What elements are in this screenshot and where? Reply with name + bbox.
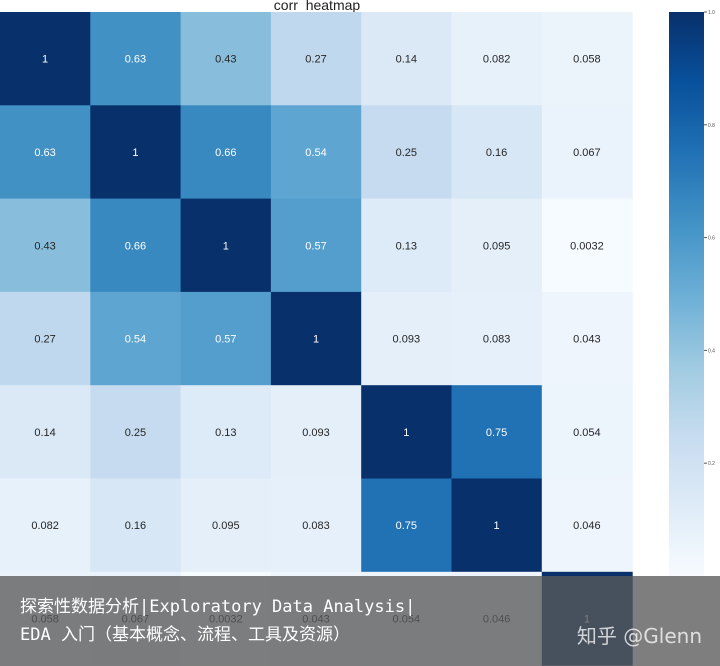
heatmap-cell-label: 0.082 [483,54,511,66]
heatmap-cell [90,198,182,293]
heatmap-cell [0,291,91,386]
heatmap-cell [90,105,182,200]
heatmap-cell-label: 0.095 [483,240,511,252]
heatmap-cell-label: 0.63 [125,54,146,66]
heatmap-cell [541,385,633,480]
heatmap-cell [451,385,543,480]
heatmap-cell [541,478,633,573]
heatmap-cell [361,105,453,200]
heatmap-cell-label: 0.43 [34,240,55,252]
heatmap-cell [361,385,453,480]
colorbar-tick-label: 0.4 [708,348,715,354]
heatmap-cell-label: 0.25 [125,427,146,439]
heatmap-cell-label: 0.54 [125,334,146,346]
heatmap-cell-label: 0.093 [302,427,330,439]
heatmap-cell-label: 1 [403,427,409,439]
article-title-line1: 探索性数据分析|Exploratory Data Analysis| [20,597,416,617]
heatmap-cell-label: 0.66 [215,147,236,159]
heatmap-cell-label: 1 [313,334,319,346]
heatmap-cell [451,198,543,293]
colorbar-tick-label: 0.8 [708,123,715,129]
heatmap-cell [270,291,362,386]
heatmap-cell [90,478,182,573]
heatmap-cell [0,105,91,200]
heatmap-cell-label: 0.54 [305,147,326,159]
heatmap-cell-label: 1 [132,147,138,159]
heatmap-cell-label: 0.43 [215,54,236,66]
article-title: 探索性数据分析|Exploratory Data Analysis| EDA 入… [20,593,415,649]
heatmap-cell-label: 0.27 [305,54,326,66]
heatmap-cell-label: 0.093 [393,334,421,346]
heatmap-cell [451,105,543,200]
heatmap-cell [270,105,362,200]
colorbar [669,12,704,576]
colorbar-tick-label: 1.0 [708,10,715,16]
heatmap-cell [541,105,633,200]
heatmap-cell-label: 0.082 [31,520,59,532]
heatmap-cell [0,385,91,480]
heatmap-cell [361,198,453,293]
heatmap-cell [270,385,362,480]
heatmap-cell-label: 1 [42,54,48,66]
heatmap-cell-label: 0.14 [34,427,55,439]
heatmap-cell [180,478,272,573]
chart-title: corr_heatmap [274,0,361,13]
heatmap-cell-label: 0.25 [396,147,417,159]
heatmap-cell [270,198,362,293]
heatmap-cell-label: 0.16 [125,520,146,532]
heatmap-cell-label: 0.75 [396,520,417,532]
heatmap-cell [361,291,453,386]
heatmap-cell [90,385,182,480]
heatmap-cell [0,478,91,573]
heatmap-cell-label: 0.63 [34,147,55,159]
heatmap-cell [180,105,272,200]
heatmap-cell [270,478,362,573]
heatmap-cell [361,12,453,106]
heatmap-cell [361,478,453,573]
heatmap-cell-label: 0.083 [483,334,511,346]
heatmap-cell-label: 1 [494,520,500,532]
zhihu-watermark: 知乎 @Glenn [576,624,702,648]
heatmap-cell-label: 0.57 [305,240,326,252]
heatmap-cell-label: 0.57 [215,334,236,346]
heatmap-cell [180,198,272,293]
heatmap-cell-label: 0.16 [486,147,507,159]
heatmap-cell [541,198,633,293]
heatmap-cell [0,12,91,106]
heatmap-cell-label: 0.067 [573,147,601,159]
heatmap-cell [90,291,182,386]
heatmap-cell-label: 0.27 [34,334,55,346]
heatmap-cell-label: 0.66 [125,240,146,252]
heatmap-cell-label: 0.14 [396,54,417,66]
heatmap-cell-label: 0.058 [573,54,601,66]
article-title-line2: EDA 入门（基本概念、流程、工具及资源） [20,625,350,645]
heatmap-cell [541,291,633,386]
heatmap-cell-label: 0.095 [212,520,240,532]
heatmap-cell [180,12,272,106]
colorbar-tick-label: 0.6 [708,236,715,242]
heatmap-cell-label: 0.13 [215,427,236,439]
heatmap-cell-label: 1 [223,240,229,252]
colorbar-tick-label: 0.2 [708,461,715,467]
heatmap-cell [451,12,543,106]
heatmap-cell [451,478,543,573]
heatmap-cell-label: 0.043 [573,334,601,346]
heatmap-cell-label: 0.75 [486,427,507,439]
heatmap-cell-label: 0.083 [302,520,330,532]
heatmap-cell-label: 0.0032 [570,240,604,252]
heatmap-cell [270,12,362,106]
heatmap-cell-label: 0.13 [396,240,417,252]
heatmap-cell [541,12,633,106]
heatmap-cell [451,291,543,386]
heatmap-cell [180,291,272,386]
caption-overlay: 探索性数据分析|Exploratory Data Analysis| EDA 入… [0,576,720,666]
heatmap-cell-label: 0.046 [573,520,601,532]
heatmap-cell [180,385,272,480]
heatmap-cell [90,12,182,106]
heatmap-cell [0,198,91,293]
heatmap-cell-label: 0.054 [573,427,601,439]
